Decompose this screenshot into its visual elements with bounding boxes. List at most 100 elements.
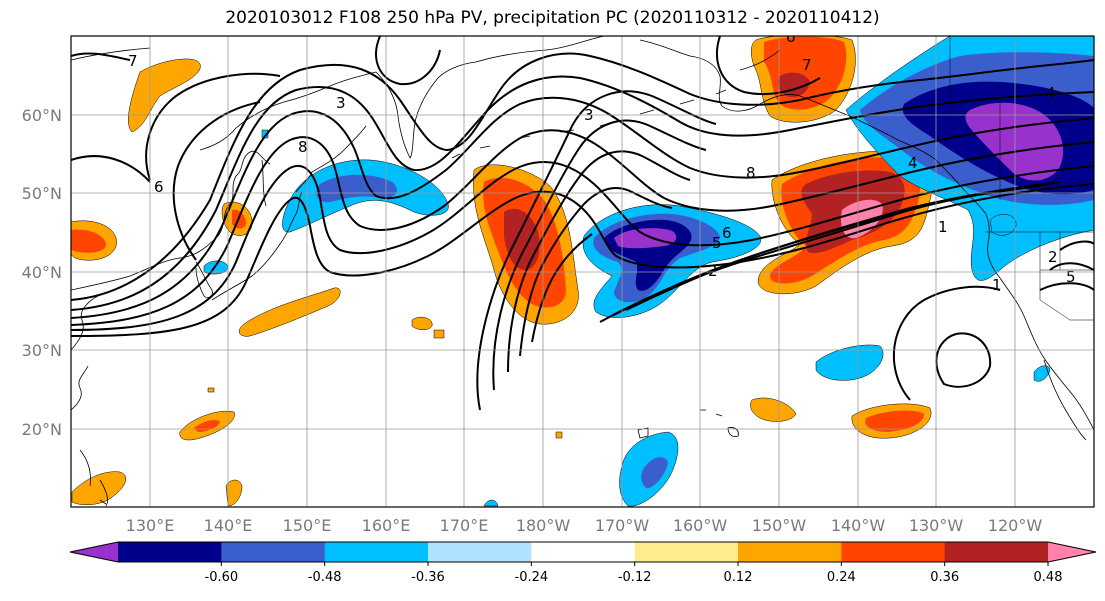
border-canada [949,36,1001,200]
pv-contour [519,187,673,357]
contour-label: 2 [1048,248,1058,266]
pv-contour [71,183,1094,337]
colorbar-segment [944,542,1049,562]
coastline-siberia [199,71,377,151]
gridlines [71,36,1094,507]
precip-positive-region [750,397,797,422]
coastline-kamchatka [375,61,477,159]
coastline-asia [71,295,99,351]
precip-negative-region [483,499,499,507]
precip-positive-region [433,329,445,339]
coastline-philippines [79,449,108,507]
lon-label: 130°W [909,516,964,535]
contour-label: 6 [786,28,796,46]
figure-title: 2020103012 F108 250 hPa PV, precipitatio… [225,8,880,28]
colorbar-extend-max [1048,542,1096,562]
colorbar-segment [841,542,946,562]
precip-positive-region [238,287,341,337]
contour-label: 7 [128,52,138,70]
colorbar-outline [69,541,1097,563]
contour-label: 2 [708,262,718,280]
contour-label: 8 [746,164,756,182]
pv-contour [145,72,281,181]
colorbar-label: -0.60 [205,570,239,585]
precip-positive-region [128,58,201,133]
precip-negative-region [989,214,1017,236]
pv-contour [507,150,691,373]
colorbar-extend-min [70,542,118,562]
lon-label: 170°W [595,516,650,535]
precip-positive-region [207,387,215,393]
pv-contour [71,129,1094,326]
precip-positive-region [71,471,126,505]
colorbar-label: -0.12 [618,570,652,585]
precip-positive-region [411,316,433,330]
precip-negative-region [965,102,1064,181]
precip-negative-region [261,129,269,139]
pv-contour [71,52,131,61]
pv-contour [492,119,707,391]
contour-label: 6 [722,224,732,242]
contour-label: 4 [1046,84,1056,102]
pv-contour [71,52,1094,301]
colorbar-label: 0.24 [827,570,856,585]
contour-label: 5 [712,234,722,252]
lon-label: 170°E [440,516,489,535]
precip-shading [71,36,1094,507]
pv-contour [172,101,261,261]
contour-label: 8 [298,138,308,156]
pv-contour [1049,262,1094,271]
colorbar-segment [634,542,739,562]
border-states [1039,232,1094,321]
coastline-japan [211,191,303,301]
lon-label: 180°W [516,516,571,535]
longitude-labels: 130°E 140°E 150°E 160°E 170°E 180°W 170°… [126,516,1043,535]
pv-contour [716,36,821,95]
pv-contour [71,75,1094,311]
contour-label: 1 [938,218,948,236]
lon-label: 120°W [988,516,1043,535]
colorbar-label: -0.24 [515,570,549,585]
colorbar-segment [738,542,842,562]
contour-labels: 7 3 8 6 2 5 6 1 8 7 3 4 2 1 4 5 6 [128,28,1076,294]
pv-contour [71,161,1094,331]
pv-contour [375,36,441,86]
precip-negative-region [614,228,677,249]
contour-label: 4 [908,154,918,172]
lon-label: 130°E [126,516,175,535]
precip-positive-region [71,229,106,253]
pv-contour [892,285,1001,401]
coastline-asia [71,365,89,411]
coastline-siberia [71,47,151,61]
lat-label: 60°N [22,106,62,125]
coastlines [71,36,1094,507]
pv-contour [476,90,717,411]
colorbar-segment [324,542,429,562]
precip-positive-region [555,431,563,439]
precip-positive-region [504,208,540,270]
lat-label: 40°N [22,263,62,282]
lat-label: 50°N [22,184,62,203]
colorbar-label: 0.36 [930,570,959,585]
pv-contour [71,155,151,183]
colorbar-segment [531,542,636,562]
contour-label: 5 [1066,268,1076,286]
coastline-hawaii [700,409,739,437]
contour-label: 6 [154,178,164,196]
lon-label: 150°E [283,516,332,535]
contour-label: 7 [802,56,812,74]
lat-label: 20°N [22,420,62,439]
precip-negative-region [815,344,884,381]
colorbar-label: 0.48 [1034,570,1063,585]
coastline-north-america [849,115,1094,431]
colorbar-label: 0.12 [724,570,753,585]
lon-label: 160°E [362,516,411,535]
lat-label: 30°N [22,341,62,360]
lon-label: 150°W [752,516,807,535]
pv-contour [1039,282,1094,291]
colorbar-segment [118,542,222,562]
lon-label: 160°W [673,516,728,535]
colorbar-segment [428,542,532,562]
coastline-sakhalin [261,159,267,207]
